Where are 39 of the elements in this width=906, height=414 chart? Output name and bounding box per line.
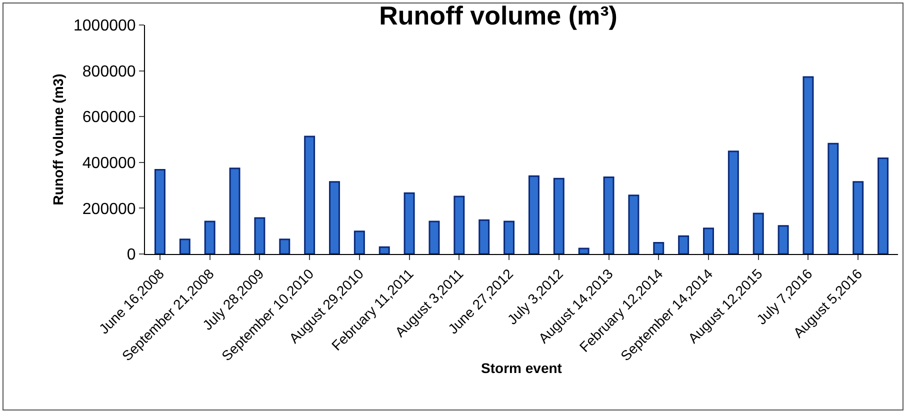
bar xyxy=(603,176,614,254)
chart-title: Runoff volume (m³) xyxy=(379,0,618,30)
y-tick-label: 1000000 xyxy=(74,18,136,35)
bar xyxy=(703,228,714,254)
bar xyxy=(728,150,739,254)
bar xyxy=(878,158,889,254)
y-axis-title: Runoff volume (m3) xyxy=(50,74,66,206)
y-tick-label: 200000 xyxy=(82,200,136,218)
bar xyxy=(404,192,415,254)
y-tick-label: 600000 xyxy=(82,109,136,126)
bar xyxy=(802,76,814,254)
bar xyxy=(304,136,316,254)
bar xyxy=(378,246,390,254)
bar xyxy=(828,142,839,254)
bar xyxy=(578,248,590,254)
y-tick-label: 0 xyxy=(126,246,136,264)
bar xyxy=(254,217,266,254)
bar xyxy=(653,242,664,254)
bar xyxy=(179,238,190,254)
bar xyxy=(778,225,789,254)
bar xyxy=(628,194,640,254)
y-tick-label: 400000 xyxy=(82,155,136,172)
bar xyxy=(528,175,540,254)
x-axis-title: Storm event xyxy=(481,360,562,376)
y-tick-label: 800000 xyxy=(82,63,136,80)
bar xyxy=(279,238,290,254)
bar xyxy=(454,196,465,254)
bar xyxy=(852,181,864,254)
bar xyxy=(478,219,490,254)
bar xyxy=(329,181,340,254)
bar xyxy=(504,220,515,254)
bar xyxy=(204,220,216,254)
bar xyxy=(354,230,365,254)
bar xyxy=(154,168,166,254)
bar xyxy=(229,168,240,254)
bar xyxy=(752,212,764,254)
bar xyxy=(553,178,564,254)
bar xyxy=(678,235,690,254)
bar xyxy=(428,220,440,254)
